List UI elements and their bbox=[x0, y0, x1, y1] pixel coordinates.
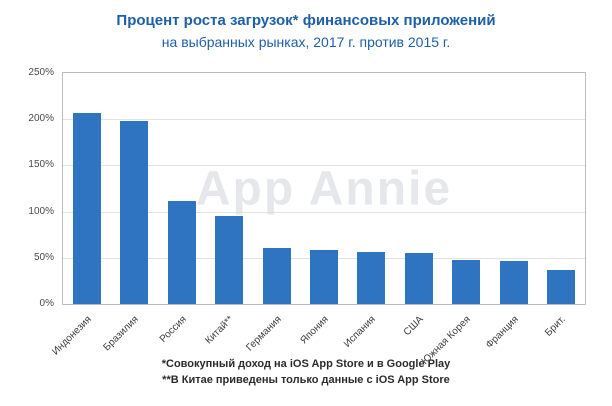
y-tick-label: 0% bbox=[39, 298, 54, 309]
bar-11 bbox=[547, 269, 576, 304]
bar-6 bbox=[310, 250, 338, 304]
bar-1 bbox=[72, 112, 101, 304]
footnotes: *Совокупный доход на iOS App Store и в G… bbox=[0, 356, 612, 388]
bar-10 bbox=[499, 260, 528, 304]
bar-7 bbox=[357, 252, 386, 304]
bar-4 bbox=[215, 216, 244, 304]
y-tick-label: 250% bbox=[28, 67, 54, 78]
chart-title: Процент роста загрузок* финансовых прило… bbox=[0, 12, 612, 50]
gridline-200 bbox=[63, 119, 585, 121]
y-tick-label: 150% bbox=[28, 159, 54, 171]
plot-area: App Annie bbox=[62, 72, 586, 305]
bar-3 bbox=[167, 200, 196, 304]
bar-5 bbox=[262, 247, 291, 304]
y-tick-label: 50% bbox=[33, 251, 54, 263]
gridline-100 bbox=[63, 211, 585, 213]
chart-title-line1: Процент роста загрузок* финансовых прило… bbox=[116, 12, 496, 29]
bar-2 bbox=[120, 121, 149, 304]
y-tick-label: 100% bbox=[28, 205, 54, 217]
gridline-150 bbox=[63, 165, 585, 167]
footnote-ios-googleplay: *Совокупный доход на iOS App Store и в G… bbox=[161, 358, 451, 370]
y-tick-label: 200% bbox=[28, 113, 54, 125]
chart-title-line2: на выбранных рынках, 2017 г. против 2015… bbox=[161, 34, 451, 50]
footnote-china-ios-only: **В Китае приведены только данные с iOS … bbox=[162, 374, 450, 386]
bar-9 bbox=[452, 259, 481, 304]
bar-8 bbox=[404, 253, 433, 304]
